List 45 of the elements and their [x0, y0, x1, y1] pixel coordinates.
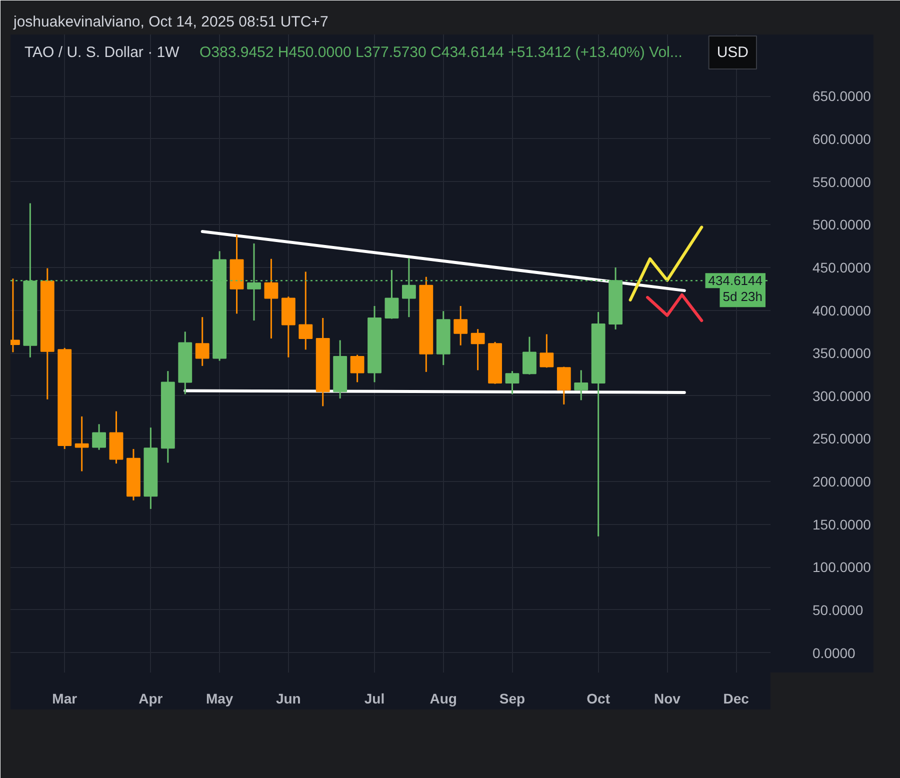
y-tick-label: 200.0000 — [812, 474, 872, 490]
x-tick-label: Jun — [276, 690, 301, 706]
y-tick-label: 150.0000 — [812, 516, 872, 532]
candlestick — [92, 423, 106, 451]
annotation: 5d 23h — [722, 289, 763, 304]
x-tick-label: Sep — [499, 690, 526, 706]
line-series — [628, 226, 704, 302]
candlestick — [540, 333, 554, 368]
y-tick-label: 100.0000 — [812, 559, 872, 576]
x-tick-label: Oct — [586, 690, 610, 706]
x-tick-label: Apr — [138, 690, 164, 706]
x-tick-label: Aug — [430, 690, 457, 706]
text: joshuakevinalviano, Oct 14, 2025 08:51 UTC+7 — [12, 14, 328, 30]
y-tick-label: 400.0000 — [812, 302, 872, 318]
text: TAO / U. S. Dollar · 1W — [24, 44, 180, 61]
annotation: USD — [716, 44, 749, 61]
y-tick-label: 250.0000 — [812, 430, 872, 447]
candlestick — [195, 316, 210, 367]
candlestick — [264, 258, 278, 340]
y-tick-label: 650.0000 — [812, 88, 872, 104]
text: O383.9452 H450.0000 L377.5730 C434.6144 +51.3412 (+13.40%) Vol... — [200, 44, 682, 61]
candlestick — [350, 354, 364, 383]
y-tick-label: 0.0000 — [812, 644, 856, 661]
y-tick-label: 500.0000 — [812, 216, 872, 233]
candlestick — [505, 370, 520, 395]
y-tick-label: 450.0000 — [812, 259, 872, 276]
ref-line-label: 434.6144 — [708, 273, 763, 288]
y-tick-label: 550.0000 — [812, 174, 872, 190]
candlestick — [574, 369, 588, 401]
candlestick — [74, 416, 89, 472]
line-series — [646, 293, 704, 322]
x-tick-label: Mar — [52, 690, 78, 706]
y-tick-label: 350.0000 — [812, 345, 872, 362]
y-tick-label: 50.0000 — [812, 602, 864, 618]
x-tick-label: Dec — [723, 690, 750, 706]
candlestick — [470, 328, 485, 371]
candlestick — [556, 366, 571, 406]
x-tick-label: Jul — [364, 690, 385, 706]
x-tick-label: Nov — [654, 690, 681, 706]
y-tick-label: 600.0000 — [812, 130, 872, 147]
candlestick — [522, 336, 536, 376]
candlestick — [454, 305, 468, 346]
x-tick-label: May — [206, 690, 234, 706]
candlestick — [298, 270, 313, 350]
y-tick-label: 300.0000 — [812, 388, 872, 404]
